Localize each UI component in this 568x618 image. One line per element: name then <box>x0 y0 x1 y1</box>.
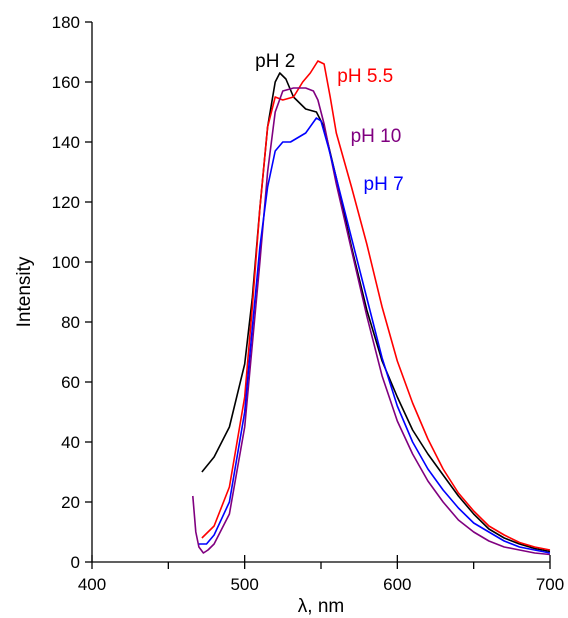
axes-layer <box>91 22 550 563</box>
x-tick-label: 700 <box>536 575 564 594</box>
series-label-ph-2: pH 2 <box>255 51 295 72</box>
series-labels: pH 2 pH 5.5 pH 10 pH 7 <box>255 51 404 195</box>
x-tick-label: 600 <box>383 575 411 594</box>
y-axis-title: Intensity <box>14 256 35 327</box>
y-tick-label: 180 <box>52 13 80 32</box>
series-label-ph-5-5: pH 5.5 <box>337 66 393 87</box>
y-tick-label: 60 <box>61 373 80 392</box>
x-axis-ticks: 400 500 600 700 <box>78 555 564 594</box>
y-tick-label: 100 <box>52 253 80 272</box>
x-axis-title: λ, nm <box>298 596 344 617</box>
x-tick-label: 500 <box>230 575 258 594</box>
y-tick-label: 20 <box>61 493 80 512</box>
y-tick-label: 40 <box>61 433 80 452</box>
x-tick-label: 400 <box>78 575 106 594</box>
series-line-ph-5-5 <box>201 60 551 551</box>
y-tick-label: 160 <box>52 73 80 92</box>
series-label-ph-7: pH 7 <box>364 174 404 195</box>
y-tick-label: 80 <box>61 313 80 332</box>
y-axis-ticks: 0 20 40 60 80 100 120 140 160 180 <box>52 13 92 572</box>
series-layer <box>192 60 551 556</box>
series-label-ph-10: pH 10 <box>351 126 402 147</box>
y-tick-label: 0 <box>71 553 80 572</box>
y-tick-label: 140 <box>52 133 80 152</box>
y-tick-label: 120 <box>52 193 80 212</box>
series-line-ph-10 <box>192 87 551 556</box>
series-line-ph-7 <box>198 117 551 554</box>
